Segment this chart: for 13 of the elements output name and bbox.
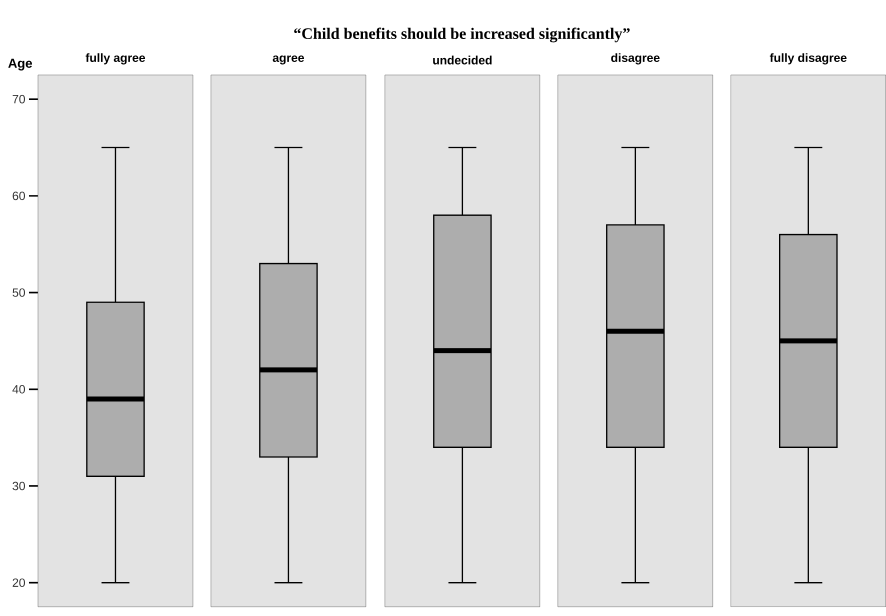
x-tick-label: fully disagree (770, 53, 847, 65)
chart-title: “Child benefits should be increased significantly” (294, 28, 630, 42)
x-tick-label: disagree (611, 53, 660, 65)
x-tick-label: undecided (433, 56, 492, 65)
y-tick-label: 60 (12, 192, 25, 200)
y-tick-label: 50 (12, 288, 25, 297)
y-axis-title: Age (8, 58, 32, 71)
x-tick-label: fully agree (86, 53, 146, 65)
y-tick-label: 40 (12, 385, 25, 394)
y-tick-label: 70 (12, 94, 25, 104)
x-tick-label: agree (272, 56, 304, 65)
y-tick-label: 20 (12, 578, 25, 587)
y-tick-label: 30 (12, 482, 25, 490)
